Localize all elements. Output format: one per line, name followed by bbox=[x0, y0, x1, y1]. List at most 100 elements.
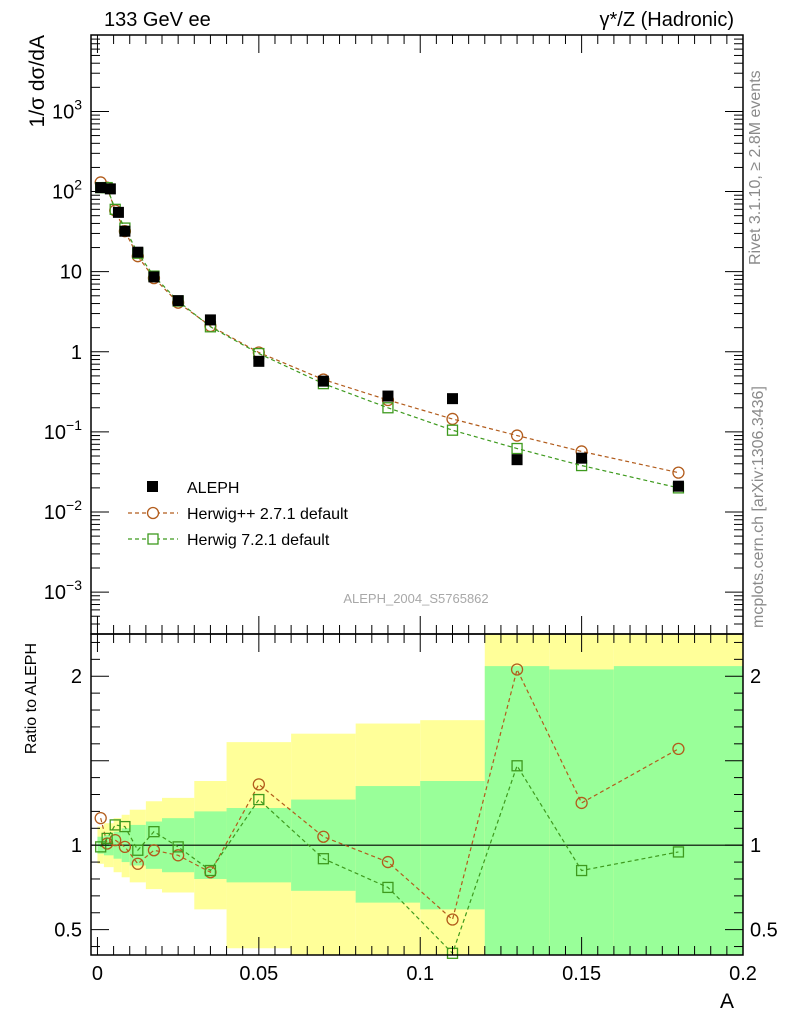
main-ytick-label-4: 10 bbox=[60, 262, 82, 284]
main-series-0-point-1 bbox=[104, 183, 116, 195]
main-series-2-point-10 bbox=[382, 402, 394, 414]
ratio-series-1-point-8 bbox=[253, 793, 265, 806]
main-ylabel: 1/σ dσ/dA bbox=[26, 35, 49, 127]
ratio-ytick-label-right-1: 1 bbox=[750, 835, 761, 857]
main-series-1-point-12 bbox=[510, 429, 524, 442]
xtick-label-3: 0.15 bbox=[562, 963, 601, 985]
ratio-series-0-point-10 bbox=[381, 855, 395, 869]
ratio-ytick-label-left-1: 1 bbox=[71, 835, 82, 857]
ratio-series-1-point-9 bbox=[317, 853, 330, 865]
main-ytick-base-2: 10 bbox=[44, 422, 66, 444]
main-ytick-exp-2: −1 bbox=[66, 417, 82, 433]
ratio-series-0-point-9 bbox=[317, 830, 330, 843]
analysis-watermark: ALEPH_2004_S5765862 bbox=[343, 591, 488, 606]
main-ytick-base-6: 10 bbox=[52, 101, 74, 123]
main-series-1-line bbox=[100, 181, 679, 474]
main-series-0-point-13 bbox=[576, 452, 588, 464]
main-series-0-point-12 bbox=[511, 454, 523, 466]
legend-aleph-label: ALEPH bbox=[187, 480, 239, 497]
ratio-uncertainty-bands bbox=[97, 634, 743, 955]
ratio-series-1-point-13 bbox=[575, 864, 588, 877]
ratio-ytick-label-right-2: 2 bbox=[750, 666, 761, 688]
main-series-2-point-12 bbox=[511, 442, 523, 455]
ratio-ytick-label-right-0: 0.5 bbox=[750, 920, 778, 942]
band-inner-13 bbox=[549, 669, 614, 955]
main-ytick-exp-0: −3 bbox=[66, 577, 82, 593]
ratio-series-0-point-0 bbox=[94, 812, 107, 825]
legend-aleph-marker bbox=[147, 481, 158, 492]
legend-herwig7-marker bbox=[147, 533, 159, 545]
xtick-label-4: 0.2 bbox=[729, 963, 757, 985]
ratio-series-1-point-3 bbox=[119, 820, 131, 833]
main-series-0-point-5 bbox=[148, 271, 160, 283]
main-series-2-line bbox=[100, 187, 679, 489]
legend-herwig7-label: Herwig 7.2.1 default bbox=[187, 532, 330, 549]
ratio-series-0-point-14 bbox=[672, 742, 685, 756]
main-ytick-base-4: 10 bbox=[60, 262, 82, 284]
main-series-0-point-7 bbox=[204, 314, 216, 326]
header-right: γ*/Z (Hadronic) bbox=[600, 9, 734, 31]
main-series-0-point-2 bbox=[112, 206, 124, 218]
main-series-0-point-14 bbox=[672, 480, 684, 492]
main-ytick-exp-1: −2 bbox=[66, 497, 82, 513]
ratio-series-0-point-6 bbox=[171, 849, 185, 862]
header-left: 133 GeV ee bbox=[104, 9, 211, 31]
band-inner-14 bbox=[613, 666, 743, 955]
main-plot bbox=[94, 176, 685, 494]
main-ytick-base-5: 10 bbox=[52, 182, 74, 204]
main-series-2-point-11 bbox=[446, 424, 459, 436]
legend-herwigpp-label: Herwig++ 2.7.1 default bbox=[187, 506, 349, 523]
ratio-series-0-point-11 bbox=[446, 913, 459, 926]
band-inner-10 bbox=[355, 786, 421, 903]
ratio-plot bbox=[91, 663, 743, 959]
ratio-ytick-label-left-2: 2 bbox=[71, 666, 82, 688]
ratio-series-1-point-6 bbox=[172, 841, 184, 853]
ratio-series-0-point-12 bbox=[510, 663, 524, 676]
band-inner-12 bbox=[484, 666, 550, 955]
ratio-series-1-point-5 bbox=[148, 826, 160, 838]
main-ytick-label-3: 1 bbox=[71, 342, 82, 364]
x-axis-label: A bbox=[720, 990, 734, 1013]
ratio-series-0-point-5 bbox=[147, 844, 161, 857]
ratio-series-0-point-8 bbox=[252, 778, 265, 791]
main-ytick-exp-5: 2 bbox=[74, 177, 82, 193]
ratio-series-1-point-12 bbox=[511, 760, 523, 772]
main-series-1-point-14 bbox=[672, 466, 685, 479]
legend-herwigpp-marker bbox=[146, 506, 160, 520]
ratio-series-1-point-10 bbox=[382, 881, 394, 894]
main-ytick-base-3: 1 bbox=[71, 342, 82, 364]
ratio-series-1-point-4 bbox=[132, 844, 144, 856]
ratio-series-0-point-4 bbox=[131, 857, 144, 870]
main-ytick-label-6: 103 bbox=[52, 96, 82, 123]
main-ytick-exp-6: 3 bbox=[74, 96, 82, 112]
main-ytick-base-1: 10 bbox=[44, 502, 66, 524]
main-series-0-point-4 bbox=[132, 246, 144, 258]
main-series-0-point-0 bbox=[95, 182, 107, 194]
mcplots-label: mcplots.cern.ch [arXiv:1306.3436] bbox=[750, 386, 767, 628]
ratio-series-0-point-3 bbox=[118, 840, 132, 854]
main-series-0-point-11 bbox=[447, 393, 459, 405]
ratio-series-1-point-14 bbox=[672, 846, 685, 858]
ratio-series-1-point-7 bbox=[204, 864, 217, 877]
main-series-0-point-8 bbox=[253, 355, 265, 367]
main-ytick-label-5: 102 bbox=[52, 177, 82, 204]
xtick-label-0: 0 bbox=[92, 963, 103, 985]
xtick-label-2: 0.1 bbox=[406, 963, 434, 985]
main-series-0-point-3 bbox=[119, 225, 131, 237]
ratio-series-0-point-2 bbox=[109, 833, 122, 847]
main-ytick-base-0: 10 bbox=[44, 582, 66, 604]
ratio-ytick-label-left-0: 0.5 bbox=[54, 920, 82, 942]
main-series-0-point-10 bbox=[382, 390, 394, 402]
main-ytick-label-2: 10−1 bbox=[44, 417, 82, 444]
main-series-1-point-11 bbox=[446, 412, 459, 426]
ratio-series-1-point-1 bbox=[101, 832, 113, 845]
main-ytick-label-1: 10−2 bbox=[44, 497, 82, 524]
ratio-series-0-line bbox=[100, 667, 679, 921]
main-series-0-point-9 bbox=[317, 375, 329, 387]
main-ytick-label-0: 10−3 bbox=[44, 577, 82, 604]
ratio-series-1-point-0 bbox=[95, 841, 107, 853]
ratio-series-1-line bbox=[100, 764, 679, 955]
rivet-label: Rivet 3.1.10, ≥ 2.8M events bbox=[747, 70, 764, 265]
